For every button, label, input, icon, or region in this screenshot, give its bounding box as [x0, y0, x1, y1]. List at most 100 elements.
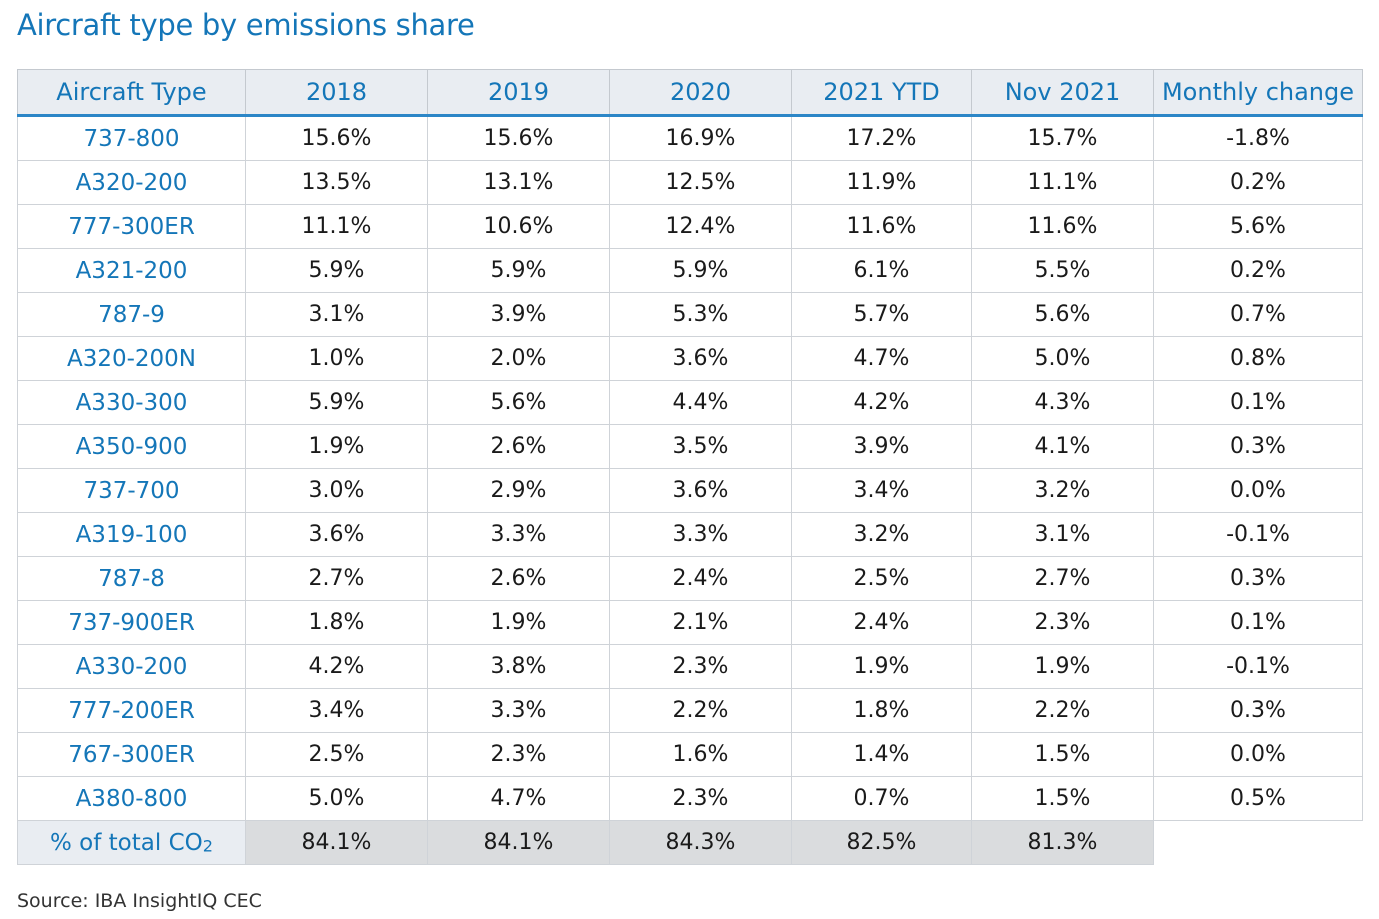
cell-monthly-change: 0.0%	[1153, 468, 1363, 513]
table-row: A350-900 1.9% 2.6% 3.5% 3.9% 4.1% 0.3%	[17, 424, 1363, 469]
column-header-2018: 2018	[245, 69, 428, 117]
table-row: A380-800 5.0% 4.7% 2.3% 0.7% 1.5% 0.5%	[17, 776, 1363, 821]
aircraft-type-cell: 787-8	[17, 556, 246, 601]
cell-monthly-change: 0.3%	[1153, 424, 1363, 469]
cell-nov-2021: 1.9%	[971, 644, 1154, 689]
cell-2019: 13.1%	[427, 160, 610, 205]
cell-monthly-change: 0.2%	[1153, 248, 1363, 293]
total-label-text: % of total CO	[50, 829, 203, 856]
table-row: A321-200 5.9% 5.9% 5.9% 6.1% 5.5% 0.2%	[17, 248, 1363, 293]
table-row: 737-800 15.6% 15.6% 16.9% 17.2% 15.7% -1.8%	[17, 115, 1363, 161]
cell-monthly-change: 0.3%	[1153, 556, 1363, 601]
cell-monthly-change: -1.8%	[1153, 115, 1363, 161]
cell-2021-ytd: 1.8%	[791, 688, 972, 733]
aircraft-type-cell: A321-200	[17, 248, 246, 293]
cell-2020: 1.6%	[609, 732, 792, 777]
cell-2020: 16.9%	[609, 115, 792, 161]
table-row: 777-300ER 11.1% 10.6% 12.4% 11.6% 11.6% 5.6%	[17, 204, 1363, 249]
column-header-2020: 2020	[609, 69, 792, 117]
column-header-nov-2021: Nov 2021	[971, 69, 1154, 117]
cell-2018: 3.0%	[245, 468, 428, 513]
cell-2018: 2.7%	[245, 556, 428, 601]
cell-2021-ytd: 1.9%	[791, 644, 972, 689]
cell-monthly-change: -0.1%	[1153, 512, 1363, 557]
cell-2018: 1.8%	[245, 600, 428, 645]
table-row: 787-9 3.1% 3.9% 5.3% 5.7% 5.6% 0.7%	[17, 292, 1363, 337]
aircraft-type-cell: A330-300	[17, 380, 246, 425]
column-header-monthly-change: Monthly change	[1153, 69, 1363, 117]
total-row-label: % of total CO2	[17, 820, 246, 865]
cell-2020: 2.3%	[609, 776, 792, 821]
cell-2019: 3.3%	[427, 512, 610, 557]
cell-2019: 4.7%	[427, 776, 610, 821]
cell-monthly-change: 0.0%	[1153, 732, 1363, 777]
emissions-table: Aircraft Type 2018 2019 2020 2021 YTD No…	[17, 69, 1363, 865]
aircraft-type-cell: A320-200	[17, 160, 246, 205]
cell-2018: 13.5%	[245, 160, 428, 205]
aircraft-type-cell: A330-200	[17, 644, 246, 689]
total-cell-2021-ytd: 82.5%	[791, 820, 972, 865]
cell-2018: 2.5%	[245, 732, 428, 777]
cell-nov-2021: 4.1%	[971, 424, 1154, 469]
cell-monthly-change: -0.1%	[1153, 644, 1363, 689]
cell-nov-2021: 11.6%	[971, 204, 1154, 249]
cell-2018: 3.4%	[245, 688, 428, 733]
total-cell-nov-2021: 81.3%	[971, 820, 1154, 865]
cell-2019: 3.8%	[427, 644, 610, 689]
cell-nov-2021: 3.2%	[971, 468, 1154, 513]
aircraft-type-cell: 737-700	[17, 468, 246, 513]
cell-2021-ytd: 5.7%	[791, 292, 972, 337]
cell-2021-ytd: 6.1%	[791, 248, 972, 293]
cell-2019: 15.6%	[427, 115, 610, 161]
cell-2020: 2.1%	[609, 600, 792, 645]
cell-monthly-change: 0.1%	[1153, 600, 1363, 645]
cell-2020: 5.3%	[609, 292, 792, 337]
cell-nov-2021: 5.0%	[971, 336, 1154, 381]
cell-nov-2021: 5.5%	[971, 248, 1154, 293]
table-row: A320-200 13.5% 13.1% 12.5% 11.9% 11.1% 0.2%	[17, 160, 1363, 205]
cell-2018: 1.0%	[245, 336, 428, 381]
cell-2019: 2.0%	[427, 336, 610, 381]
cell-2020: 2.4%	[609, 556, 792, 601]
cell-2018: 5.9%	[245, 248, 428, 293]
cell-2018: 11.1%	[245, 204, 428, 249]
cell-monthly-change: 0.3%	[1153, 688, 1363, 733]
cell-2021-ytd: 0.7%	[791, 776, 972, 821]
cell-2021-ytd: 1.4%	[791, 732, 972, 777]
aircraft-type-cell: 777-300ER	[17, 204, 246, 249]
cell-2018: 3.1%	[245, 292, 428, 337]
cell-2018: 5.9%	[245, 380, 428, 425]
cell-nov-2021: 5.6%	[971, 292, 1154, 337]
aircraft-type-cell: A380-800	[17, 776, 246, 821]
aircraft-type-cell: 777-200ER	[17, 688, 246, 733]
table-row: 767-300ER 2.5% 2.3% 1.6% 1.4% 1.5% 0.0%	[17, 732, 1363, 777]
cell-2020: 3.3%	[609, 512, 792, 557]
cell-2021-ytd: 11.9%	[791, 160, 972, 205]
cell-2019: 1.9%	[427, 600, 610, 645]
cell-2021-ytd: 17.2%	[791, 115, 972, 161]
cell-monthly-change: 0.2%	[1153, 160, 1363, 205]
cell-monthly-change: 0.1%	[1153, 380, 1363, 425]
table-row: A319-100 3.6% 3.3% 3.3% 3.2% 3.1% -0.1%	[17, 512, 1363, 557]
cell-2020: 12.4%	[609, 204, 792, 249]
cell-2021-ytd: 3.4%	[791, 468, 972, 513]
cell-2018: 1.9%	[245, 424, 428, 469]
cell-monthly-change: 0.5%	[1153, 776, 1363, 821]
total-cell-empty	[1153, 820, 1363, 865]
cell-2020: 3.6%	[609, 468, 792, 513]
table-row: A330-200 4.2% 3.8% 2.3% 1.9% 1.9% -0.1%	[17, 644, 1363, 689]
cell-2019: 5.9%	[427, 248, 610, 293]
aircraft-type-cell: 737-800	[17, 115, 246, 161]
cell-2019: 2.9%	[427, 468, 610, 513]
cell-2021-ytd: 3.2%	[791, 512, 972, 557]
cell-nov-2021: 3.1%	[971, 512, 1154, 557]
cell-2020: 5.9%	[609, 248, 792, 293]
column-header-aircraft-type: Aircraft Type	[17, 69, 246, 117]
cell-2019: 5.6%	[427, 380, 610, 425]
cell-2020: 2.2%	[609, 688, 792, 733]
cell-2021-ytd: 4.7%	[791, 336, 972, 381]
aircraft-type-cell: 737-900ER	[17, 600, 246, 645]
aircraft-type-cell: A319-100	[17, 512, 246, 557]
source-note: Source: IBA InsightIQ CEC	[17, 890, 262, 912]
cell-nov-2021: 4.3%	[971, 380, 1154, 425]
